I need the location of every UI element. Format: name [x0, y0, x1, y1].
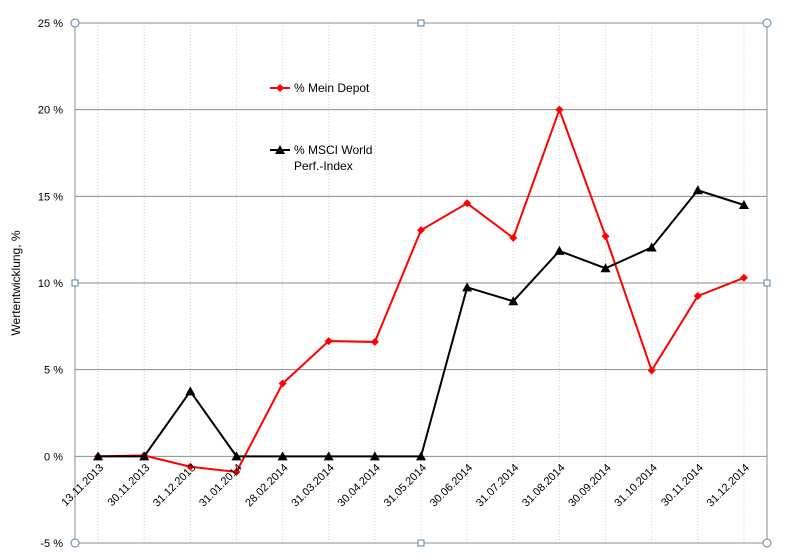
x-tick-label: 30.06.2014 [428, 462, 475, 509]
x-tick-label: 30.09.2014 [566, 462, 613, 509]
y-tick-label: 20 % [38, 105, 63, 117]
x-tick-label: 31.03.2014 [289, 462, 336, 509]
marker [417, 226, 425, 235]
x-tick-label: 30.11.2013 [105, 462, 152, 509]
marker [185, 386, 196, 396]
handle [71, 279, 79, 287]
marker [647, 366, 656, 375]
x-tick-label: 30.04.2014 [336, 462, 383, 509]
handle [70, 18, 80, 28]
marker [601, 232, 610, 241]
handle [70, 538, 80, 548]
handle [763, 279, 771, 287]
marker [416, 451, 426, 461]
marker [555, 105, 564, 114]
handle [762, 18, 772, 28]
marker [509, 233, 518, 242]
handle [417, 19, 425, 27]
marker [463, 199, 472, 208]
marker [231, 451, 242, 461]
marker [692, 185, 703, 195]
marker [600, 263, 611, 273]
y-tick-label: 5 % [44, 365, 63, 377]
marker [369, 451, 380, 461]
marks [93, 84, 749, 476]
marker [462, 282, 473, 292]
marker [278, 379, 287, 388]
marker [186, 462, 195, 471]
y-tick-label: 25 % [38, 18, 63, 30]
x-tick-label: 31.07.2014 [474, 462, 521, 509]
x-tick-label: 31.05.2014 [382, 462, 429, 509]
x-tick-label: 28.02.2014 [243, 462, 290, 509]
y-tick-label: 0 % [44, 451, 63, 463]
marker [508, 296, 519, 306]
handle [762, 538, 772, 548]
x-tick-label: 31.12.2014 [705, 462, 752, 509]
handle [417, 539, 425, 547]
x-tick-label: 31.12.2013 [151, 462, 198, 509]
y-tick-label: 10 % [38, 278, 63, 290]
marker [370, 337, 379, 346]
legend-label: % Mein Depot [294, 81, 370, 95]
marker [277, 451, 288, 461]
marker [232, 467, 241, 476]
marker [693, 292, 702, 300]
y-axis-label: Wertentwicklung, % [9, 230, 23, 335]
marker [323, 451, 334, 461]
marker [554, 245, 565, 255]
x-tick-label: 13.11.2013 [59, 462, 106, 509]
x-tick-label: 31.10.2014 [612, 462, 659, 509]
selection-handles [70, 18, 772, 548]
y-tick-label: 15 % [38, 191, 63, 203]
marker [93, 451, 104, 461]
marker [738, 200, 749, 209]
x-tick-label: 30.11.2014 [659, 462, 706, 509]
legend-label: % MSCI World Perf.-Index [294, 143, 373, 173]
marker [646, 242, 657, 252]
marker [739, 273, 748, 282]
y-tick-label: -5 % [40, 538, 63, 550]
marker [324, 337, 333, 346]
x-tick-label: 31.08.2014 [520, 462, 567, 509]
marker [139, 451, 150, 461]
